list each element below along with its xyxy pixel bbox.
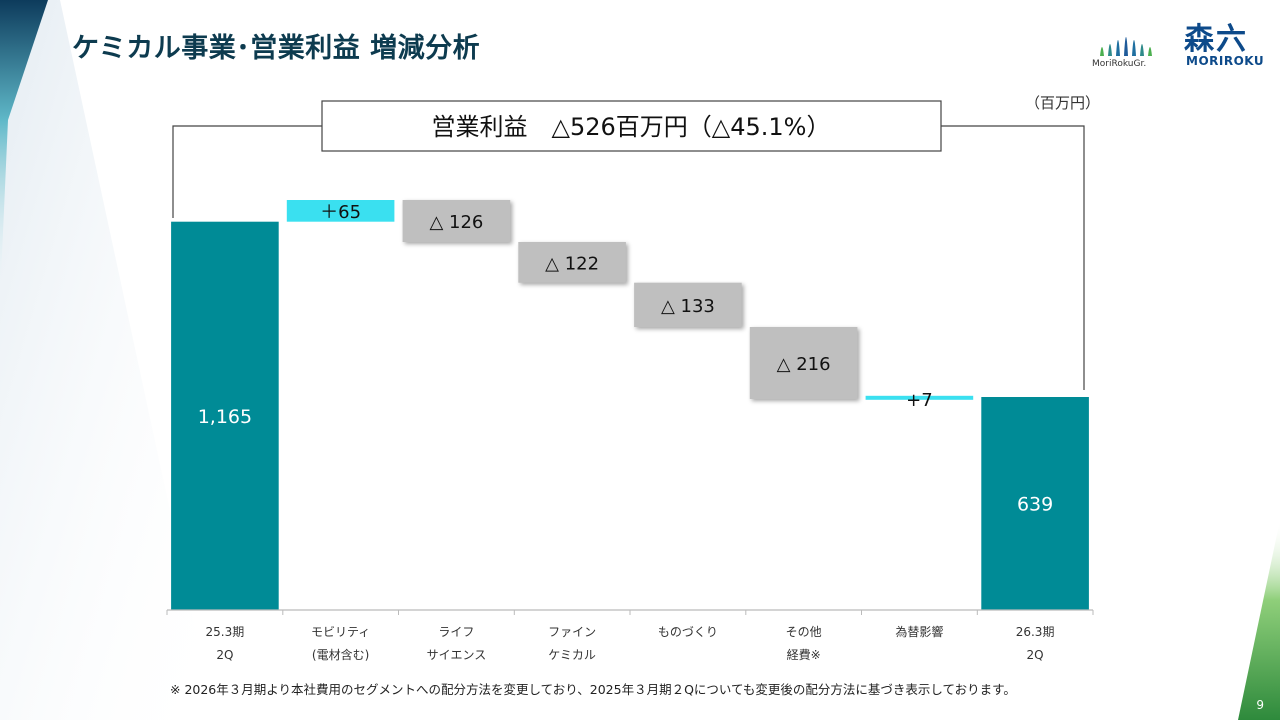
group-logo-text: MoriRokuGr. (1092, 59, 1147, 69)
bar-2 (402, 200, 511, 242)
data-label-5: △ 216 (777, 354, 831, 375)
category-label-2-1: サイエンス (427, 648, 487, 662)
unit-label: （百万円） (1024, 94, 1100, 112)
data-label-7: 639 (1017, 494, 1053, 516)
data-label-0: 1,165 (198, 406, 252, 428)
data-label-2: △ 126 (429, 212, 483, 233)
page-title: ケミカル事業･営業利益 増減分析 (72, 33, 481, 64)
category-label-5-1: 経費※ (787, 647, 821, 662)
right-decoration-green (1238, 520, 1280, 720)
moriroku-group-logo-icon (1100, 37, 1152, 56)
bar-7 (981, 397, 1089, 610)
summary-box (321, 100, 942, 152)
bracket-line-right (941, 125, 1085, 390)
summary-label: 営業利益 △526百万円（△45.1%） (432, 113, 831, 141)
left-decoration-dark (0, 0, 48, 300)
bracket-line-left (172, 125, 322, 218)
category-label-3-1: ケミカル (548, 648, 596, 662)
page-number: 9 (1256, 698, 1264, 712)
category-label-0-1: 2Q (216, 648, 233, 662)
category-label-2-0: ライフ (438, 625, 474, 639)
bar-1 (286, 200, 395, 222)
category-label-3-0: ファイン (548, 625, 596, 639)
bar-3 (518, 242, 626, 283)
bar-6 (865, 395, 974, 400)
category-label-7-1: 2Q (1027, 648, 1044, 662)
data-label-3: △ 122 (545, 253, 599, 274)
category-label-4-0: ものづくり (658, 625, 718, 639)
summary-bracket: 営業利益 △526百万円（△45.1%） (172, 100, 1085, 390)
moriroku-logo-text: MORIROKU (1186, 54, 1265, 68)
moriroku-logo-kanji: 森六 (1184, 22, 1248, 57)
category-label-1-1: (電材含む) (312, 647, 369, 662)
left-decoration-light (0, 0, 215, 720)
data-label-1: ＋65 (320, 202, 361, 223)
category-label-6-0: 為替影響 (895, 624, 943, 639)
data-label-4: △ 133 (661, 296, 715, 317)
bar-0 (171, 221, 279, 610)
data-label-6: +7 (906, 390, 933, 411)
category-label-5-0: その他 (786, 625, 822, 639)
category-label-7-0: 26.3期 (1016, 625, 1055, 639)
footnote: ※ 2026年３月期より本社費用のセグメントへの配分方法を変更しており、2025… (170, 682, 1016, 697)
category-label-1-0: モビリティ (311, 625, 370, 639)
bar-5 (749, 327, 858, 399)
category-label-0-0: 25.3期 (206, 625, 245, 639)
bar-4 (634, 282, 742, 327)
